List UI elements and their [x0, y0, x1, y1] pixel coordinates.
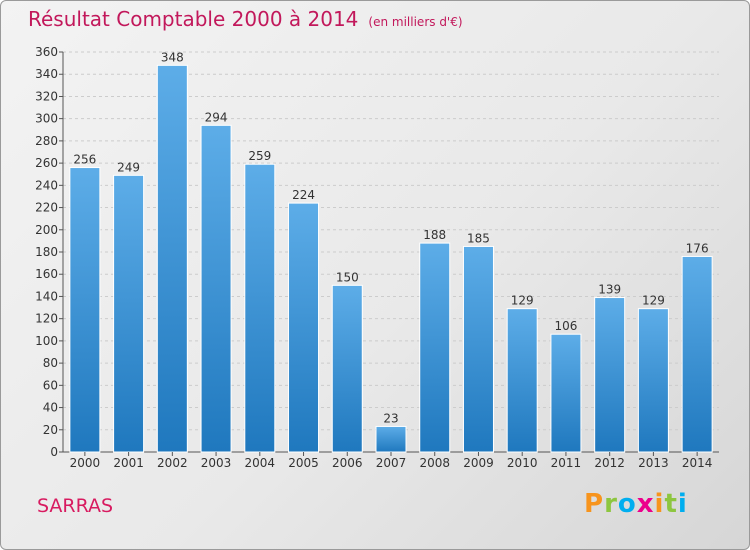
bar [69, 167, 101, 453]
title-text: Résultat Comptable 2000 à 2014 [28, 7, 359, 31]
y-tick-label: 240 [35, 178, 58, 192]
y-tick-label: 80 [43, 356, 58, 370]
bar [419, 242, 451, 453]
data-label: 139 [598, 283, 621, 297]
place-name: SARRAS [37, 495, 114, 517]
bar [244, 163, 276, 453]
bar [375, 425, 407, 453]
x-tick-label: 2007 [376, 456, 407, 470]
x-tick-label: 2014 [682, 456, 713, 470]
y-tick-label: 120 [35, 312, 58, 326]
bar [506, 308, 538, 453]
bar [681, 255, 713, 453]
y-tick-label: 340 [35, 67, 58, 81]
data-label: 348 [161, 50, 184, 64]
x-tick-label: 2005 [288, 456, 319, 470]
bar [200, 124, 232, 453]
y-tick-label: 180 [35, 245, 58, 259]
logo-letter: r [604, 489, 618, 519]
x-tick-label: 2000 [70, 456, 101, 470]
y-tick-label: 40 [43, 401, 58, 415]
data-label: 224 [292, 188, 315, 202]
y-tick-label: 160 [35, 267, 58, 281]
data-label: 176 [686, 241, 709, 255]
chart-subtitle: (en milliers d'€) [368, 15, 463, 29]
x-tick-label: 2012 [594, 456, 625, 470]
logo-letter: t [664, 489, 678, 519]
bar [462, 245, 494, 453]
logo-letter: o [617, 489, 637, 519]
data-label: 129 [511, 294, 534, 308]
x-tick-label: 2013 [638, 456, 669, 470]
y-tick-label: 280 [35, 134, 58, 148]
y-tick-label: 20 [43, 423, 58, 437]
bar [331, 284, 363, 453]
bar [594, 297, 626, 453]
data-label: 188 [423, 228, 446, 242]
data-label: 185 [467, 231, 490, 245]
x-tick-label: 2008 [419, 456, 450, 470]
y-tick-label: 200 [35, 223, 58, 237]
data-label: 106 [554, 319, 577, 333]
data-label: 150 [336, 270, 359, 284]
x-tick-label: 2003 [201, 456, 232, 470]
x-tick-label: 2002 [157, 456, 188, 470]
bar [637, 308, 669, 453]
proxiti-logo: Proxiti [584, 489, 688, 519]
bar [288, 202, 320, 453]
bar [156, 64, 188, 453]
y-tick-label: 360 [35, 45, 58, 59]
x-tick-label: 2009 [463, 456, 494, 470]
y-tick-label: 260 [35, 156, 58, 170]
logo-letter: i [677, 489, 688, 519]
data-label: 294 [205, 110, 228, 124]
chart-title: Résultat Comptable 2000 à 2014 (en millie… [28, 7, 463, 31]
y-tick-label: 140 [35, 289, 58, 303]
x-tick-label: 2011 [551, 456, 582, 470]
data-label: 256 [73, 153, 96, 167]
data-label: 259 [248, 149, 271, 163]
x-tick-label: 2004 [245, 456, 276, 470]
y-tick-label: 60 [43, 378, 58, 392]
logo-letter: P [584, 489, 605, 519]
y-tick-label: 0 [50, 445, 58, 459]
logo-letter: x [636, 489, 655, 519]
y-tick-label: 320 [35, 89, 58, 103]
y-tick-label: 300 [35, 112, 58, 126]
data-label: 23 [383, 411, 398, 425]
bar [550, 333, 582, 453]
logo-letter: i [654, 489, 665, 519]
x-tick-label: 2010 [507, 456, 538, 470]
x-tick-label: 2001 [113, 456, 144, 470]
y-tick-label: 220 [35, 201, 58, 215]
data-label: 249 [117, 160, 140, 174]
bar [113, 174, 145, 453]
data-label: 129 [642, 294, 665, 308]
y-tick-label: 100 [35, 334, 58, 348]
x-tick-label: 2006 [332, 456, 363, 470]
